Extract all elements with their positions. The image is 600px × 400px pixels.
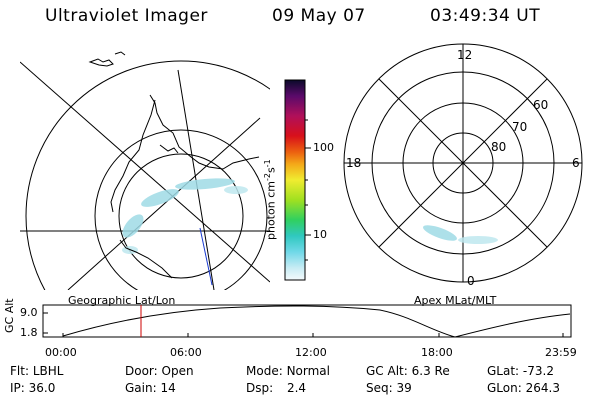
info-flt: Flt: LBHL: [10, 364, 64, 378]
info-ip: IP: 36.0: [10, 381, 56, 395]
mlt-label-0: 0: [467, 274, 475, 288]
altitude-xtick-0600: 06:00: [170, 346, 202, 359]
info-glon: GLon: 264.3: [487, 381, 560, 395]
colorbar: [284, 79, 311, 281]
mlt-label-6: 6: [572, 156, 580, 170]
altitude-xtick-0000: 00:00: [45, 346, 77, 359]
mlat-label-70: 70: [512, 120, 528, 134]
colorbar-tick-100: 100: [313, 141, 334, 154]
instrument-title: Ultraviolet Imager: [45, 6, 208, 26]
altitude-curve: [62, 305, 571, 338]
satellite-track: [199, 227, 213, 286]
altitude-xtick-1800: 18:00: [421, 346, 453, 359]
info-dsp: Dsp: 2.4: [246, 381, 307, 395]
left-map-title: Geographic Lat/Lon: [68, 294, 176, 307]
coastline: [88, 51, 260, 279]
altitude-ylabel: GC Alt: [3, 298, 16, 333]
altitude-xtick-1200: 12:00: [295, 346, 327, 359]
info-glat: GLat: -73.2: [487, 364, 554, 378]
aurora-oval: [422, 225, 498, 244]
mlat-label-60: 60: [533, 98, 549, 112]
info-seq: Seq: 39: [366, 381, 412, 395]
mlt-label-12: 12: [457, 48, 473, 62]
time-label: 03:49:34 UT: [430, 6, 541, 26]
altitude-ytick-9: 9.0: [20, 306, 38, 319]
right-map-title: Apex MLat/MLT: [414, 294, 497, 307]
date-label: 09 May 07: [272, 6, 366, 26]
info-gain: Gain: 14: [125, 381, 176, 395]
altitude-xtick-2359: 23:59: [545, 346, 577, 359]
mlt-label-18: 18: [346, 156, 362, 170]
aurora-emission: [122, 178, 248, 254]
info-mode: Mode: Normal: [246, 364, 330, 378]
colorbar-tick-10: 10: [313, 228, 327, 241]
info-gc-alt: GC Alt: 6.3 Re: [366, 364, 450, 378]
mlat-label-80: 80: [491, 140, 507, 154]
altitude-ytick-1-8: 1.8: [20, 326, 38, 339]
info-door: Door: Open: [125, 364, 194, 378]
